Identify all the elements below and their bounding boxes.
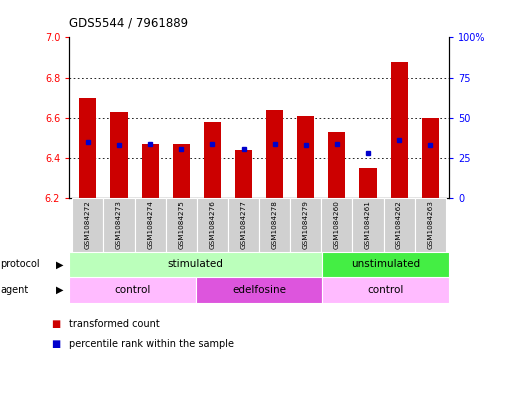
- Bar: [415, 198, 446, 252]
- Text: GSM1084273: GSM1084273: [116, 200, 122, 249]
- Bar: [69, 252, 322, 277]
- Text: ■: ■: [51, 319, 61, 329]
- Text: unstimulated: unstimulated: [351, 259, 420, 269]
- Bar: [134, 198, 166, 252]
- Text: GSM1084272: GSM1084272: [85, 200, 91, 249]
- Bar: [69, 277, 196, 303]
- Text: GSM1084279: GSM1084279: [303, 200, 309, 249]
- Text: agent: agent: [0, 285, 28, 295]
- Text: GSM1084278: GSM1084278: [271, 200, 278, 249]
- Text: control: control: [367, 285, 404, 295]
- Bar: [104, 198, 134, 252]
- Bar: [166, 198, 197, 252]
- Text: ▶: ▶: [56, 285, 64, 295]
- Bar: [297, 116, 314, 198]
- Bar: [321, 198, 352, 252]
- Bar: [80, 98, 96, 198]
- Bar: [422, 118, 439, 198]
- Text: protocol: protocol: [0, 259, 40, 269]
- Text: GSM1084274: GSM1084274: [147, 200, 153, 249]
- Text: ▶: ▶: [56, 259, 64, 269]
- Bar: [360, 168, 377, 198]
- Text: transformed count: transformed count: [69, 319, 160, 329]
- Text: GSM1084260: GSM1084260: [334, 200, 340, 249]
- Text: GSM1084261: GSM1084261: [365, 200, 371, 249]
- Text: GSM1084262: GSM1084262: [396, 200, 402, 249]
- Bar: [328, 132, 345, 198]
- Bar: [384, 198, 415, 252]
- Bar: [259, 198, 290, 252]
- Text: GDS5544 / 7961889: GDS5544 / 7961889: [69, 17, 188, 29]
- Bar: [72, 198, 104, 252]
- Bar: [322, 252, 449, 277]
- Text: stimulated: stimulated: [168, 259, 224, 269]
- Text: control: control: [114, 285, 151, 295]
- Text: edelfosine: edelfosine: [232, 285, 286, 295]
- Bar: [204, 122, 221, 198]
- Bar: [173, 144, 190, 198]
- Text: GSM1084275: GSM1084275: [179, 200, 184, 249]
- Bar: [235, 150, 252, 198]
- Bar: [142, 144, 159, 198]
- Bar: [266, 110, 283, 198]
- Bar: [390, 61, 408, 198]
- Bar: [196, 277, 322, 303]
- Text: ■: ■: [51, 339, 61, 349]
- Text: GSM1084277: GSM1084277: [241, 200, 247, 249]
- Bar: [352, 198, 384, 252]
- Text: percentile rank within the sample: percentile rank within the sample: [69, 339, 234, 349]
- Bar: [322, 277, 449, 303]
- Text: GSM1084263: GSM1084263: [427, 200, 433, 249]
- Bar: [110, 112, 128, 198]
- Text: GSM1084276: GSM1084276: [209, 200, 215, 249]
- Bar: [197, 198, 228, 252]
- Bar: [290, 198, 321, 252]
- Bar: [228, 198, 259, 252]
